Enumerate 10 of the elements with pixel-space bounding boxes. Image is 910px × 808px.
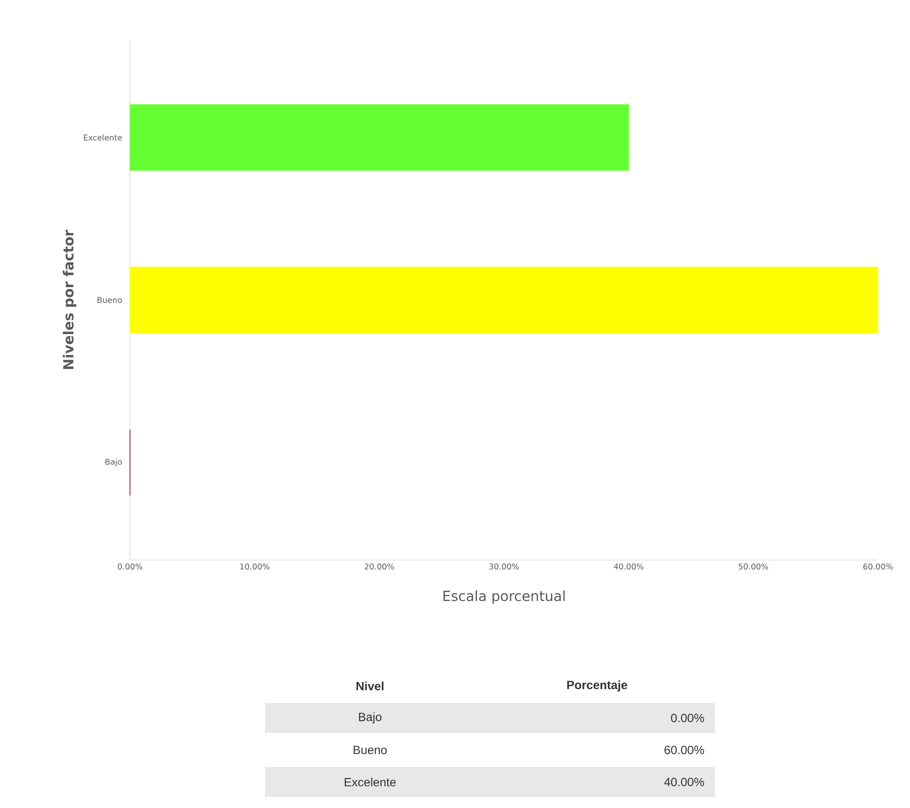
y-axis-title: Niveles por factor [62, 230, 76, 369]
category-label: Bajo [359, 712, 382, 724]
category-label: Excelente [344, 778, 396, 786]
text: 40.00% [664, 778, 704, 786]
text: Nivel [356, 682, 384, 690]
text: 0.00% [671, 714, 704, 722]
text: 60.00% [664, 746, 704, 754]
x-axis-title: Escala porcentual [443, 590, 565, 604]
text: Porcentaje [567, 680, 628, 692]
category-label: Bueno [354, 746, 387, 754]
